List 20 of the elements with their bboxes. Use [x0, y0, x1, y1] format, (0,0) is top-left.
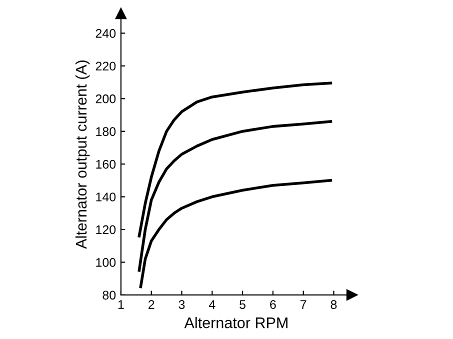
- x-tick-label: 5: [240, 300, 246, 309]
- y-tick-label: 160: [96, 160, 116, 169]
- x-tick-label: 7: [300, 300, 306, 309]
- x-tick-label: 4: [208, 300, 216, 309]
- x-tick-label: 3: [178, 300, 185, 309]
- y-tick-label: 100: [96, 258, 116, 267]
- y-tick-label: 220: [96, 62, 116, 71]
- x-tick-label: 2: [148, 300, 154, 309]
- y-tick-label: 240: [96, 28, 116, 38]
- line-series: [138, 82, 332, 238]
- x-axis-title: Alternator RPM: [184, 317, 288, 328]
- y-axis-title: Alternator output current (A): [75, 60, 90, 249]
- x-tick-label: 8: [330, 300, 337, 309]
- y-tick-label: 200: [96, 94, 116, 104]
- x-tick-label: 1: [118, 300, 124, 309]
- y-tick-label: 120: [96, 225, 116, 234]
- y-tick-label: 180: [96, 127, 116, 136]
- x-tick-label: 6: [270, 300, 276, 309]
- y-tick-label: 140: [96, 192, 116, 202]
- y-tick-label: 80: [102, 290, 116, 300]
